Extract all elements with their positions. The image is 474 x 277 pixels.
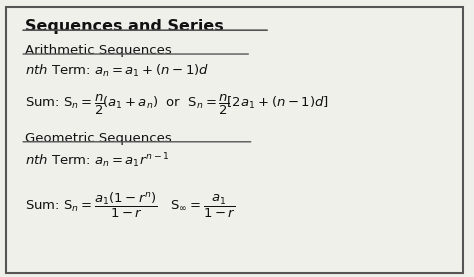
Text: Sum: $\mathrm{S}_n = \dfrac{n}{2}\!\left(a_1 + a_n\right)$  or  $\mathrm{S}_n = : Sum: $\mathrm{S}_n = \dfrac{n}{2}\!\left…: [25, 93, 329, 117]
Text: $\it{nth}$ Term: $a_n = a_1 r^{n-1}$: $\it{nth}$ Term: $a_n = a_1 r^{n-1}$: [25, 151, 170, 170]
Text: Sequences and Series: Sequences and Series: [25, 19, 224, 34]
Text: $\it{nth}$ Term: $a_n = a_1 + (n-1)d$: $\it{nth}$ Term: $a_n = a_1 + (n-1)d$: [25, 63, 210, 79]
Text: Geometric Sequences: Geometric Sequences: [25, 132, 172, 145]
Text: Sum: $\mathrm{S}_n = \dfrac{a_1\left(1-r^n\right)}{1-r}$   $\mathrm{S}_\infty = : Sum: $\mathrm{S}_n = \dfrac{a_1\left(1-r…: [25, 191, 236, 220]
Text: Arithmetic Sequences: Arithmetic Sequences: [25, 44, 172, 57]
FancyBboxPatch shape: [6, 7, 463, 273]
